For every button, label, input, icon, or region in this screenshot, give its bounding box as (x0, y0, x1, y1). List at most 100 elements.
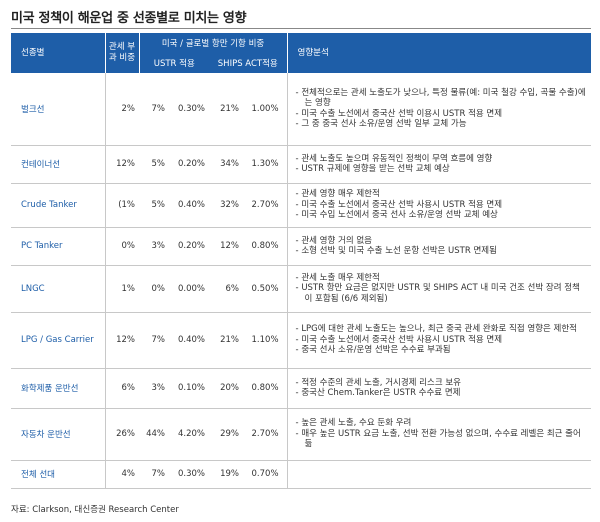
impact-notes-cell: LPG에 대한 관세 노출도는 높으나, 최근 중국 관세 완화로 직접 영향은… (287, 312, 592, 369)
impact-notes-cell: 전체적으로는 관세 노출도가 낮으나, 특정 물류(예: 미국 철강 수입, 곡… (287, 73, 592, 146)
ustr-pct-cell: 5% (139, 145, 169, 184)
ships-val-cell: 2.70% (243, 408, 288, 461)
header-ustr-applied: USTR 적용 (138, 55, 209, 73)
impact-notes-cell: 관세 노출 매우 제한적USTR 항만 요금은 없지만 USTR 및 SHIPS… (287, 265, 592, 313)
header-impact-analysis: 영향분석 (286, 33, 592, 73)
ustr-val-cell: 0.20% (169, 227, 209, 266)
ustr-pct-cell: 7% (139, 73, 169, 146)
ships-val-cell: 0.70% (243, 460, 288, 489)
impact-notes-cell: 적정 수준의 관세 노출, 거시경제 리스크 보유중국산 Chem.Tanker… (287, 368, 592, 409)
ships-pct-cell: 20% (209, 368, 243, 409)
header-ships-act-applied: SHIPS ACT적용 (209, 55, 288, 73)
subheader-row: USTR 적용 SHIPS ACT적용 (11, 55, 591, 73)
ustr-val-cell: 0.40% (169, 312, 209, 369)
ships-pct-cell: 6% (209, 265, 243, 313)
impact-note: 미국 수입 노선에서 중국 선사 소유/운영 선박 교체 예상 (296, 210, 588, 221)
ship-type-cell: 벌크선 (11, 73, 106, 146)
impact-note: 중국 선사 소유/운영 선박은 수수료 부과됨 (296, 345, 588, 356)
tariff-cell: 12% (105, 312, 139, 369)
ship-type-cell: LNGC (11, 265, 106, 313)
ships-val-cell: 0.50% (243, 265, 288, 313)
impact-note: 소형 선박 및 미국 수출 노선 운항 선박은 USTR 면제됨 (296, 246, 588, 257)
impact-notes-cell: 높은 관세 노출, 수요 둔화 우려매우 높은 USTR 요금 노출, 선박 전… (287, 408, 592, 461)
ustr-pct-cell: 44% (139, 408, 169, 461)
title-divider (11, 28, 591, 29)
ship-type-cell: 자동차 운반선 (11, 408, 106, 461)
ships-pct-cell: 21% (209, 73, 243, 146)
impact-note: 관세 노출도 높으며 유동적인 정책이 무역 흐름에 영향 (296, 154, 588, 165)
impact-note: USTR 항만 요금은 없지만 USTR 및 SHIPS ACT 내 미국 건조… (296, 283, 588, 304)
ships-val-cell: 0.80% (243, 227, 288, 266)
header-us-global-share: 미국 / 글로벌 항만 기항 비중 (138, 33, 288, 55)
ships-pct-cell: 29% (209, 408, 243, 461)
header-ship-type: 선종별 (11, 33, 105, 73)
impact-notes-cell (287, 460, 592, 489)
ustr-pct-cell: 7% (139, 460, 169, 489)
impact-note: 관세 영향 매우 제한적 (296, 189, 588, 200)
ustr-pct-cell: 0% (139, 265, 169, 313)
tariff-cell: 0% (105, 227, 139, 266)
ustr-val-cell: 4.20% (169, 408, 209, 461)
impact-note: 중국산 Chem.Tanker은 USTR 수수료 면제 (296, 388, 588, 399)
impact-note: 관세 영향 거의 없음 (296, 236, 588, 247)
impact-note: 그 중 중국 선사 소유/운영 선박 일부 교체 가능 (296, 119, 588, 130)
tariff-cell: 12% (105, 145, 139, 184)
table-row: 전체 선대 4% 7% 0.30% 19% 0.70% (11, 460, 592, 489)
impact-note: 미국 수출 노선에서 중국산 선박 사용시 USTR 적용 면제 (296, 200, 588, 211)
impact-notes-cell: 관세 영향 매우 제한적미국 수출 노선에서 중국산 선박 사용시 USTR 적… (287, 183, 592, 228)
ustr-pct-cell: 7% (139, 312, 169, 369)
ships-pct-cell: 21% (209, 312, 243, 369)
ships-val-cell: 0.80% (243, 368, 288, 409)
ships-pct-cell: 32% (209, 183, 243, 228)
ustr-val-cell: 0.00% (169, 265, 209, 313)
tariff-cell: 6% (105, 368, 139, 409)
ships-val-cell: 1.30% (243, 145, 288, 184)
impact-note: 미국 수출 노선에서 중국산 선박 사용시 USTR 적용 면제 (296, 335, 588, 346)
impact-note: 매우 높은 USTR 요금 노출, 선박 전환 가능성 없으며, 수수료 레벨은… (296, 429, 588, 450)
ships-val-cell: 2.70% (243, 183, 288, 228)
impact-note: 전체적으로는 관세 노출도가 낮으나, 특정 물류(예: 미국 철강 수입, 곡… (296, 88, 588, 109)
impact-note: 미국 수출 노선에서 중국산 선박 이용시 USTR 적용 면제 (296, 109, 588, 120)
header-row: 선종별 관세 부과 비중 미국 / 글로벌 항만 기항 비중 영향분석 (11, 33, 592, 73)
ustr-pct-cell: 5% (139, 183, 169, 228)
table-row: Crude Tanker(1%5%0.40%32%2.70%관세 영향 매우 제… (11, 183, 592, 228)
ships-pct-cell: 19% (209, 460, 243, 489)
header-tariff-burden: 관세 부과 비중 (104, 33, 139, 73)
impact-note: LPG에 대한 관세 노출도는 높으나, 최근 중국 관세 완화로 직접 영향은… (296, 324, 588, 335)
impact-note: 적정 수준의 관세 노출, 거시경제 리스크 보유 (296, 378, 588, 389)
ustr-val-cell: 0.30% (169, 460, 209, 489)
ustr-val-cell: 0.40% (169, 183, 209, 228)
ships-pct-cell: 34% (209, 145, 243, 184)
impact-table: 선종별 관세 부과 비중 미국 / 글로벌 항만 기항 비중 영향분석 USTR… (11, 33, 592, 489)
ustr-pct-cell: 3% (139, 368, 169, 409)
tariff-cell: 26% (105, 408, 139, 461)
tariff-cell: 4% (105, 460, 139, 489)
impact-note: 높은 관세 노출, 수요 둔화 우려 (296, 418, 588, 429)
tariff-cell: 1% (105, 265, 139, 313)
impact-note: USTR 규제에 영향을 받는 선박 교체 예상 (296, 164, 588, 175)
page-title: 미국 정책이 해운업 중 선종별로 미치는 영향 (11, 11, 247, 26)
tariff-cell: 2% (105, 73, 139, 146)
ship-type-cell: 컨테이너선 (11, 145, 106, 184)
ship-type-cell: LPG / Gas Carrier (11, 312, 106, 369)
ship-type-cell: 화학제품 운반선 (11, 368, 106, 409)
ship-type-cell: Crude Tanker (11, 183, 106, 228)
ustr-val-cell: 0.30% (169, 73, 209, 146)
impact-notes-cell: 관세 영향 거의 없음소형 선박 및 미국 수출 노선 운항 선박은 USTR … (287, 227, 592, 266)
impact-notes-cell: 관세 노출도 높으며 유동적인 정책이 무역 흐름에 영향USTR 규제에 영향… (287, 145, 592, 184)
ustr-pct-cell: 3% (139, 227, 169, 266)
tariff-cell: (1% (105, 183, 139, 228)
impact-note: 관세 노출 매우 제한적 (296, 273, 588, 284)
ship-type-cell: 전체 선대 (11, 460, 106, 489)
ustr-val-cell: 0.20% (169, 145, 209, 184)
ships-val-cell: 1.00% (243, 73, 288, 146)
ship-type-cell: PC Tanker (11, 227, 106, 266)
